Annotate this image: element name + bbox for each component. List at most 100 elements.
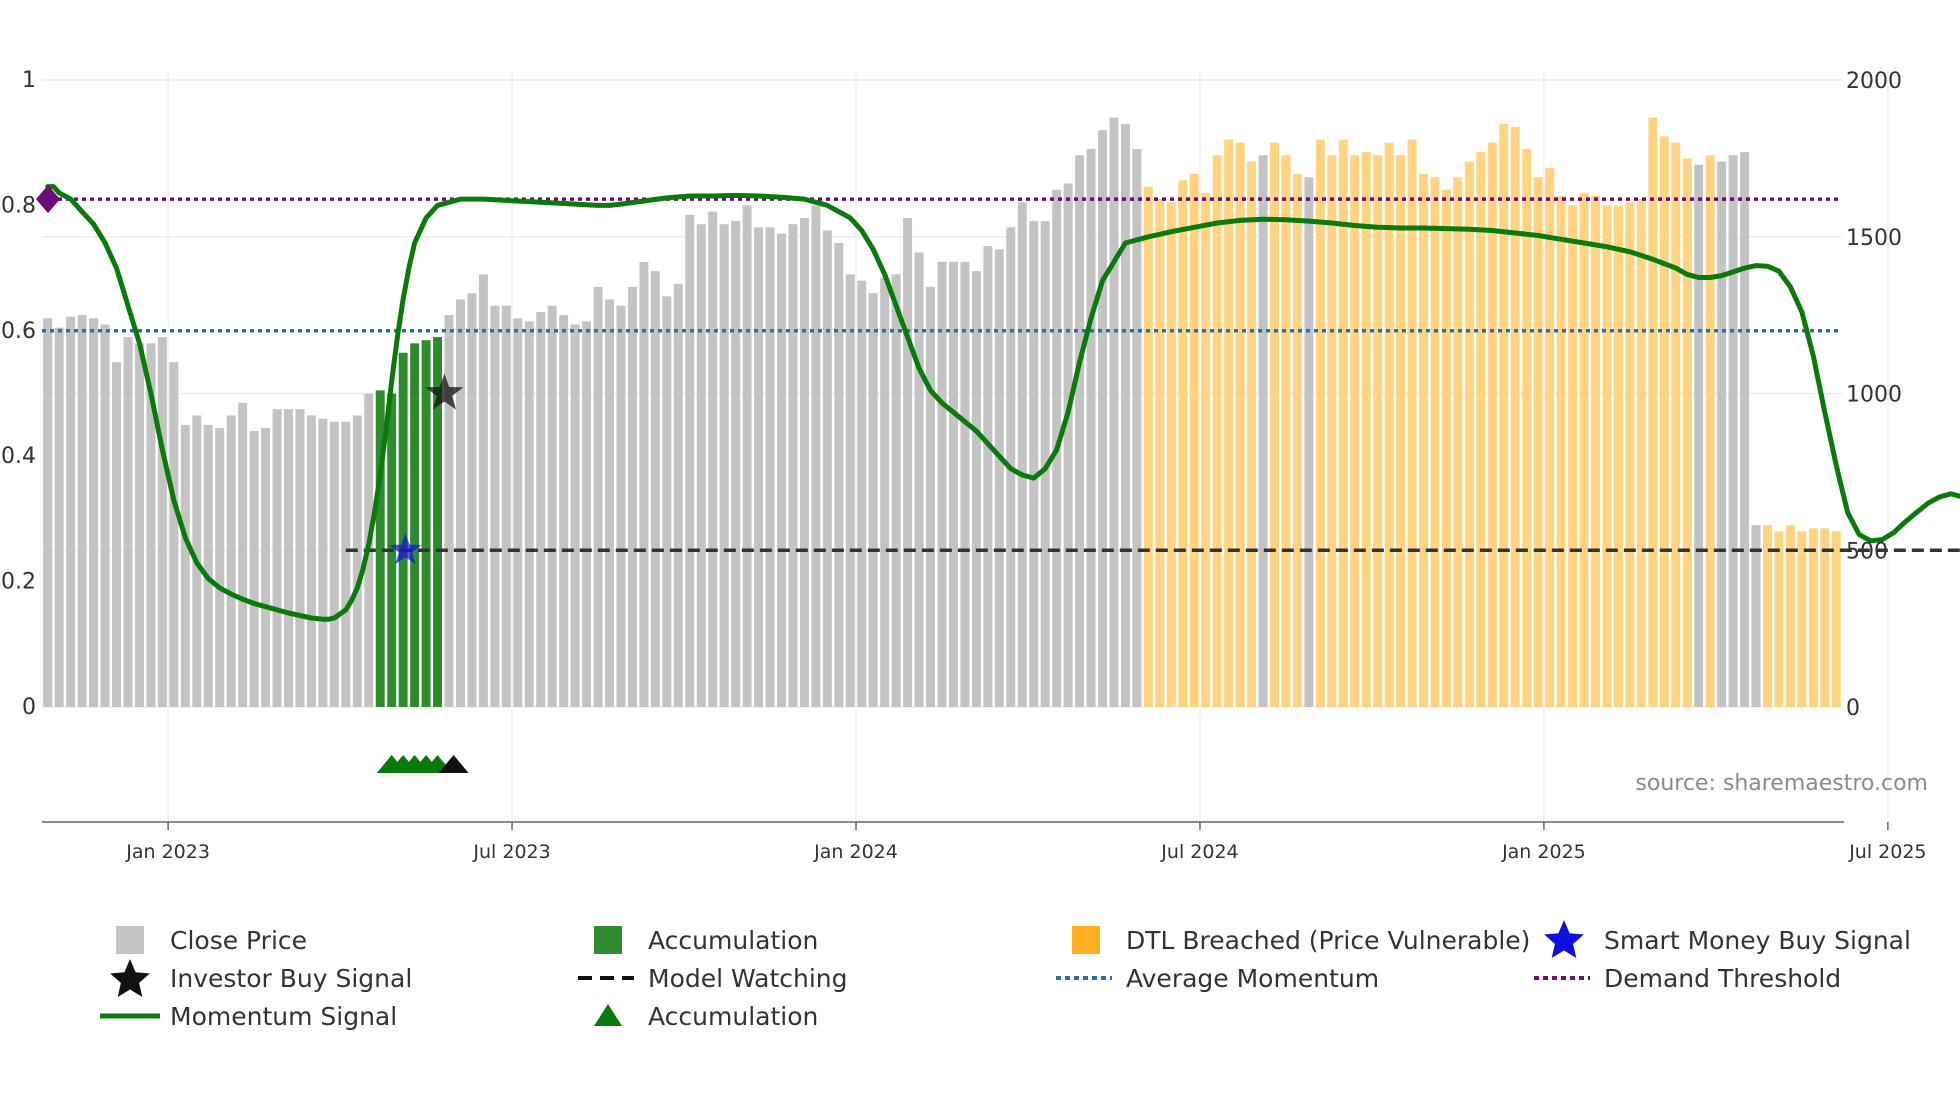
- close-price-bar: [742, 205, 752, 707]
- signal-markers: [36, 185, 469, 773]
- dtl-breached-bar: [1201, 192, 1211, 708]
- close-price-bar: [650, 271, 660, 707]
- close-price-bar: [1132, 148, 1142, 708]
- dtl-breached-bar: [1464, 161, 1474, 707]
- dtl-breached-bar: [1361, 152, 1371, 708]
- legend-label-average-momentum: Average Momentum: [1126, 964, 1379, 993]
- close-price-bar: [272, 409, 282, 707]
- y-right-tick-label: 1000: [1846, 383, 1902, 408]
- close-price-bar: [1728, 155, 1738, 708]
- close-price-bar: [100, 324, 110, 707]
- close-price-bar: [811, 205, 821, 707]
- dtl-breached-bar: [1189, 174, 1199, 708]
- close-price-bar: [960, 261, 970, 707]
- dtl-breached-bar: [1212, 155, 1222, 708]
- close-price-bar: [673, 283, 683, 707]
- close-price-bar: [685, 214, 695, 707]
- dtl-breached-bar: [1155, 199, 1165, 707]
- dtl-breached-bar: [1808, 528, 1818, 707]
- close-price-bar: [891, 274, 901, 707]
- close-price-bar: [261, 427, 271, 707]
- y-left-tick-label: 0: [22, 695, 36, 720]
- legend: Close Price Accumulation DTL Breached (P…: [100, 920, 1911, 1031]
- dtl-breached-bar: [1545, 167, 1555, 707]
- legend-item-close-price: Close Price: [116, 926, 307, 955]
- close-price-bar: [501, 305, 511, 707]
- dtl-breached-bar: [1270, 142, 1279, 707]
- dtl-breached-bar: [1613, 205, 1623, 707]
- dtl-breached-bar: [1476, 152, 1486, 708]
- dtl-breached-bar: [1143, 186, 1153, 708]
- dtl-breached-bar: [1384, 142, 1394, 707]
- dtl-breached-bar: [1430, 177, 1440, 707]
- x-tick-jul-2025: Jul 2025: [1848, 841, 1926, 863]
- dtl-breached-bar: [1636, 199, 1646, 707]
- close-price-bar: [112, 362, 121, 707]
- close-price-bar: [983, 246, 993, 707]
- dtl-breached-bar: [1166, 202, 1176, 707]
- legend-swatch-close-price: [116, 926, 144, 954]
- close-price-bar: [616, 305, 626, 707]
- close-price-bar: [77, 315, 87, 707]
- close-price-bar: [662, 296, 672, 707]
- close-price-bar: [536, 311, 546, 707]
- close-price-bar: [318, 418, 328, 707]
- close-price-bar: [547, 305, 557, 707]
- legend-label-smart-money: Smart Money Buy Signal: [1604, 926, 1911, 955]
- close-price-bar: [948, 261, 958, 707]
- dtl-breached-bar: [1441, 189, 1451, 708]
- legend-star-black-icon: [110, 959, 150, 997]
- close-price-bar: [1075, 155, 1085, 708]
- legend-star-blue-icon: [1544, 920, 1584, 958]
- dtl-breached-bar: [1235, 142, 1245, 707]
- accumulation-trigger-triangle-icon: [438, 755, 469, 773]
- legend-item-smart-money: Smart Money Buy Signal: [1544, 920, 1911, 958]
- close-price-bar: [605, 299, 614, 707]
- legend-label-dtl-breached: DTL Breached (Price Vulnerable): [1126, 926, 1530, 955]
- close-price-bar: [1063, 183, 1073, 707]
- dtl-breached-bar: [1292, 174, 1302, 708]
- dtl-breached-bar: [1831, 531, 1841, 707]
- close-price-bar: [1120, 123, 1130, 707]
- close-price-bar: [639, 261, 649, 707]
- y-right-tick-label: 0: [1846, 696, 1860, 721]
- legend-item-momentum-signal: Momentum Signal: [100, 1002, 397, 1031]
- close-price-bar: [627, 286, 637, 707]
- close-price-bar: [513, 318, 523, 707]
- dtl-breached-bar: [1671, 142, 1681, 707]
- close-price-bar: [1098, 130, 1107, 707]
- close-price-bar: [226, 415, 236, 707]
- legend-label-accumulation-marker: Accumulation: [648, 1002, 818, 1031]
- dtl-breached-bar: [1820, 528, 1830, 707]
- close-price-bar: [1740, 152, 1750, 708]
- dtl-breached-bar: [1705, 155, 1715, 708]
- reference-lines: [42, 197, 1960, 552]
- close-price-bar: [777, 233, 786, 708]
- accumulation-bar: [375, 390, 385, 707]
- legend-swatch-accumulation: [594, 926, 622, 954]
- momentum-layer: [45, 184, 1960, 622]
- dtl-breached-bar: [1556, 195, 1566, 707]
- close-price-bar: [490, 305, 500, 707]
- dtl-breached-bar: [1453, 177, 1463, 707]
- close-price-bar: [1017, 202, 1027, 707]
- close-price-bar: [799, 217, 809, 707]
- close-price-bar: [880, 277, 890, 707]
- close-price-bar: [1304, 177, 1314, 707]
- legend-item-accumulation-marker: Accumulation: [594, 1002, 818, 1031]
- dtl-breached-bar: [1419, 174, 1428, 708]
- dtl-breached-bar: [1579, 192, 1589, 708]
- legend-swatch-dtl: [1072, 926, 1100, 954]
- close-price-bar: [1086, 148, 1096, 708]
- close-price-bar: [456, 299, 465, 707]
- close-price-bar: [478, 274, 488, 707]
- legend-item-investor-buy: Investor Buy Signal: [110, 959, 412, 997]
- close-price-bar: [593, 286, 603, 707]
- close-price-bar: [834, 243, 844, 707]
- y-right-tick-label: 1500: [1846, 226, 1902, 251]
- dtl-breached-bar: [1591, 195, 1600, 707]
- accumulation-bar: [410, 343, 420, 707]
- close-price-bar: [926, 286, 936, 707]
- dtl-breached-bar: [1350, 155, 1360, 708]
- dtl-breached-bar: [1338, 139, 1348, 707]
